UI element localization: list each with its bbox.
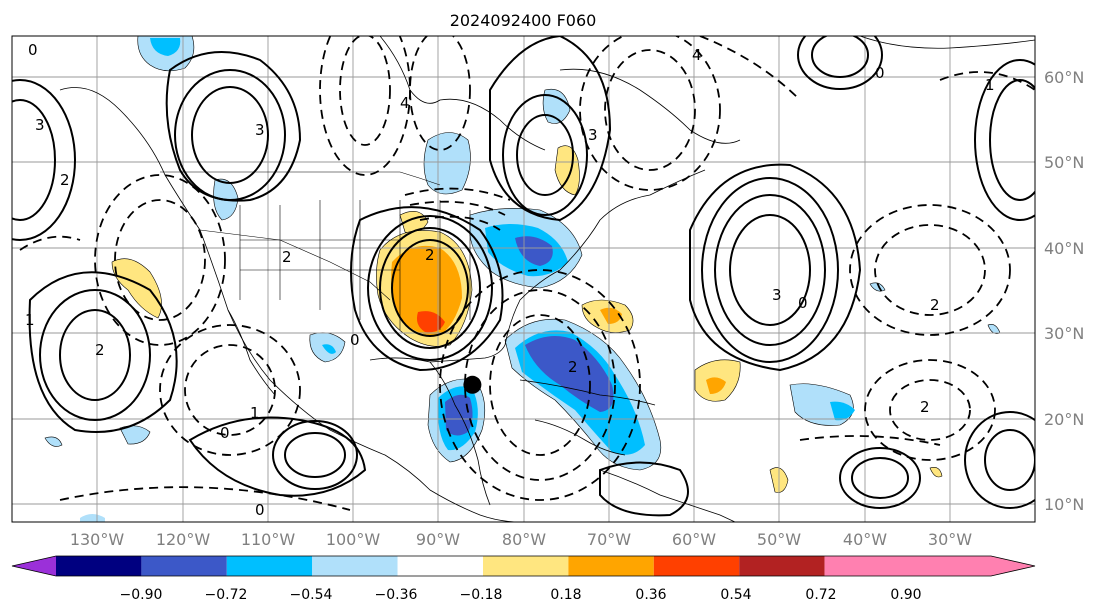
lon-label: 80°W: [502, 530, 546, 549]
contour-label: 0: [875, 64, 885, 82]
colorbar-tick: −0.54: [290, 587, 333, 603]
contour-labels: 0 2 3 1 2 0 3 2 4 0 2 1 0 3 4 2 0 3 2 1 …: [25, 41, 995, 519]
contour-label: 1: [25, 311, 35, 329]
colorbar-bin: [739, 556, 825, 576]
lon-label: 120°W: [156, 530, 211, 549]
contour-label: 0: [798, 294, 808, 312]
colorbar: −0.90 −0.72 −0.54 −0.36 −0.18 0.18 0.36 …: [11, 555, 1036, 603]
contour-label: 2: [60, 171, 70, 189]
coastlines: [59, 36, 1035, 522]
lat-label: 40°N: [1044, 239, 1084, 258]
longitude-labels: 130°W 120°W 110°W 100°W 90°W 80°W 70°W 6…: [70, 530, 972, 549]
colorbar-tick: −0.36: [375, 587, 418, 603]
colorbar-bin: [56, 556, 142, 576]
lon-label: 110°W: [241, 530, 296, 549]
negative-contours: [19, 36, 1035, 511]
colorbar-under: [12, 556, 56, 576]
colorbar-bin: [141, 556, 227, 576]
colorbar-tick: −0.72: [205, 587, 248, 603]
map-title: 2024092400 F060: [450, 11, 597, 30]
contour-label: 2: [95, 341, 105, 359]
colorbar-tick: −0.18: [460, 587, 503, 603]
contour-label: 2: [568, 358, 578, 376]
colorbar-outline: [11, 555, 1036, 577]
contour-label: 1: [250, 404, 260, 422]
colorbar-tick: 0.90: [890, 587, 921, 603]
colorbar-over: [824, 556, 1035, 576]
contour-label: 3: [588, 126, 598, 144]
colorbar-tick: −0.90: [120, 587, 163, 603]
contour-label: 3: [255, 121, 265, 139]
location-marker: [463, 375, 482, 394]
map-area: 0 2 3 1 2 0 3 2 4 0 2 1 0 3 4 2 0 3 2 1 …: [12, 36, 1035, 522]
latitude-labels: 60°N 50°N 40°N 30°N 20°N 10°N: [1044, 68, 1084, 514]
colorbar-bin: [568, 556, 654, 576]
contour-label: 4: [692, 46, 702, 64]
colorbar-bin: [397, 556, 483, 576]
lon-label: 60°W: [672, 530, 716, 549]
lon-label: 100°W: [326, 530, 381, 549]
lon-label: 40°W: [843, 530, 887, 549]
contour-label: 0: [220, 424, 230, 442]
contour-label: 2: [930, 296, 940, 314]
colorbar-bin: [653, 556, 740, 576]
colorbar-tick: 0.36: [635, 587, 666, 603]
colorbar-bin: [312, 556, 398, 576]
contour-label: 2: [920, 398, 930, 416]
lon-label: 90°W: [416, 530, 460, 549]
colorbar-bin: [483, 556, 569, 576]
lon-label: 130°W: [70, 530, 125, 549]
lon-label: 50°W: [757, 530, 801, 549]
contour-label: 3: [772, 286, 782, 304]
contour-label: 0: [28, 41, 38, 59]
positive-contours: [12, 36, 1035, 517]
colorbar-tick: 0.18: [550, 587, 581, 603]
contour-label: 1: [985, 76, 995, 94]
lon-label: 30°W: [928, 530, 972, 549]
lon-label: 70°W: [587, 530, 631, 549]
contour-label: 0: [350, 331, 360, 349]
contour-label: 3: [35, 116, 45, 134]
lat-label: 30°N: [1044, 324, 1084, 343]
colorbar-ticks: −0.90 −0.72 −0.54 −0.36 −0.18 0.18 0.36 …: [120, 587, 922, 603]
lat-label: 60°N: [1044, 68, 1084, 87]
colorbar-bin: [226, 556, 313, 576]
lat-label: 50°N: [1044, 153, 1084, 172]
lat-label: 10°N: [1044, 495, 1084, 514]
colorbar-tick: 0.72: [805, 587, 836, 603]
contour-label: 0: [255, 501, 265, 519]
contour-label: 2: [425, 246, 435, 264]
contour-label: 4: [400, 94, 410, 112]
lat-label: 20°N: [1044, 410, 1084, 429]
colorbar-tick: 0.54: [720, 587, 751, 603]
graticule: [12, 36, 1035, 522]
borders: [160, 171, 471, 330]
contour-label: 2: [282, 248, 292, 266]
map-frame: [11, 35, 1036, 523]
